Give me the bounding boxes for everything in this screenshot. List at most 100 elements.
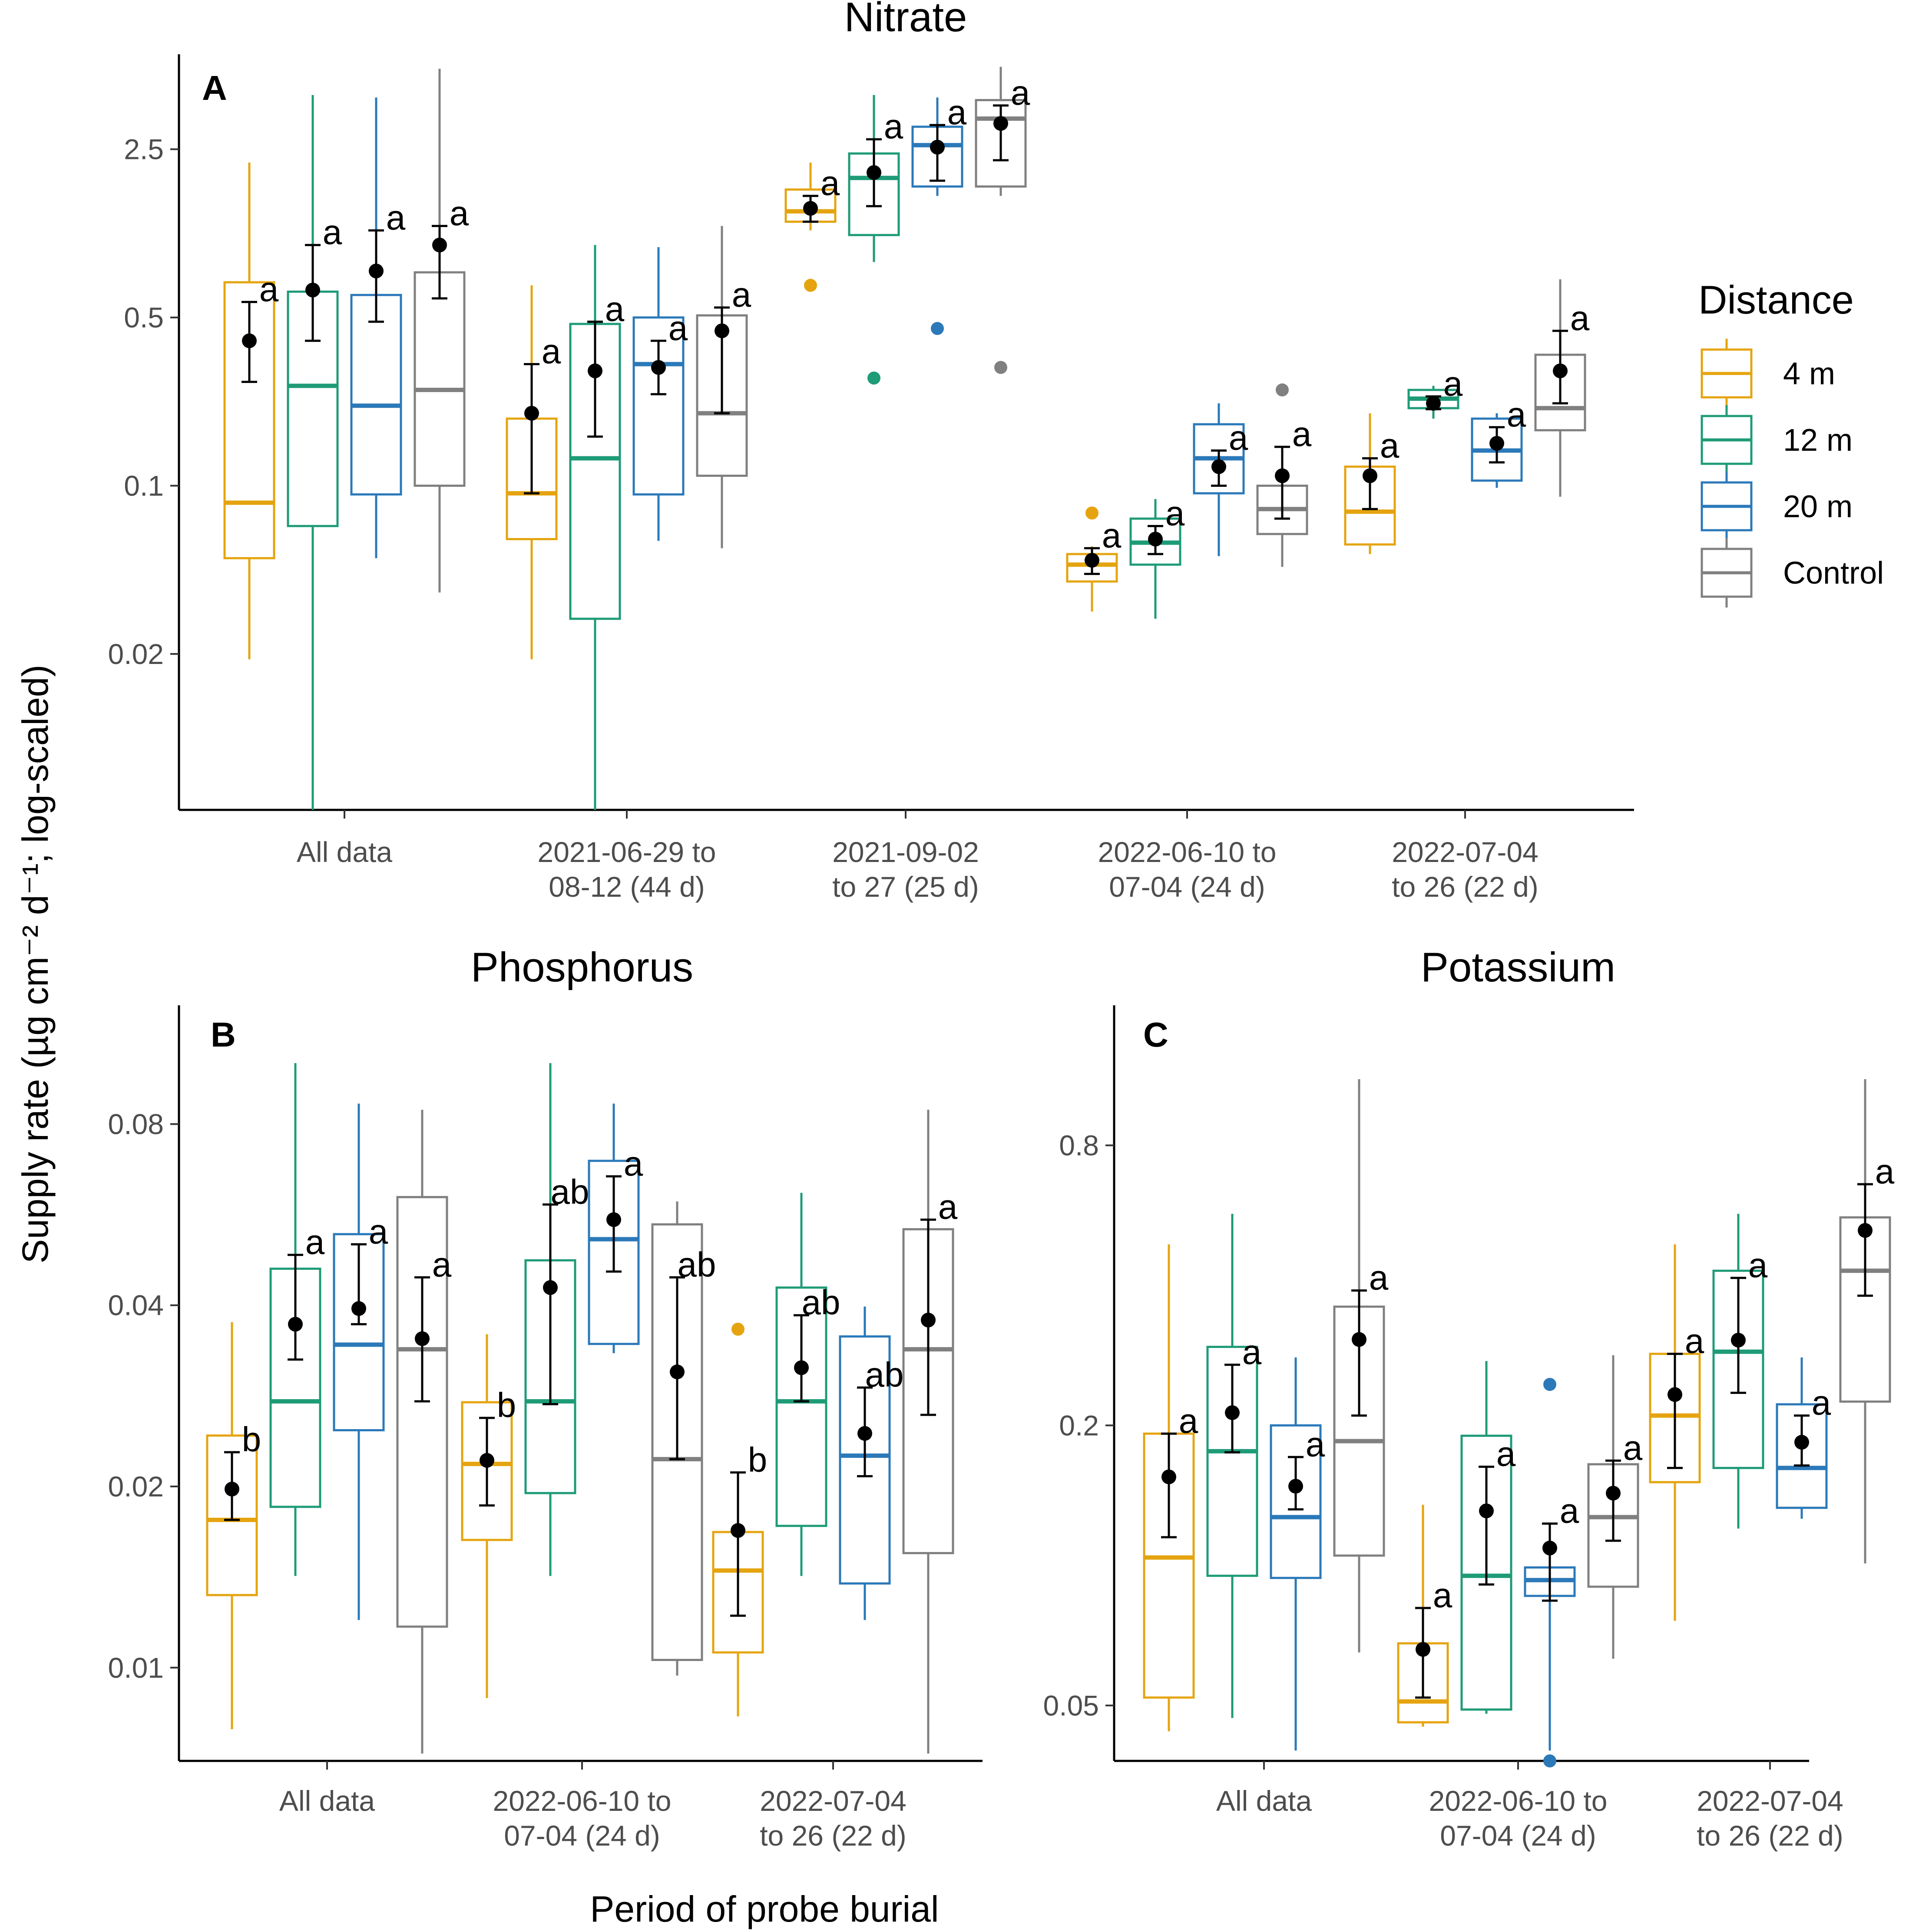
box-20m: a [1471,395,1526,488]
box-iqr [632,316,685,496]
x-tick-label: All data [279,1785,375,1817]
box-control: a [1534,279,1590,497]
box-iqr [975,99,1027,188]
y-axis-label: Supply rate (µg cm⁻² d⁻¹; log-scaled) [15,665,56,1264]
y-tick-label: 0.1 [124,469,164,502]
mean-point [351,1301,366,1316]
box-4m: a [784,162,840,292]
significance-letter: a [386,198,406,237]
significance-letter: b [497,1386,516,1424]
significance-letter: a [938,1188,958,1226]
x-tick-label: 2022-06-10 to [1429,1785,1608,1817]
panel-b: Phosphorus B 0.01 0.02 0.04 0.08 All data b a a a 2… [108,944,983,1852]
box-iqr [588,1159,640,1345]
mean-point [867,165,881,180]
legend-label: 4 m [1783,357,1835,391]
panel-a: Nitrate A 0.02 0.1 0.5 2.5 All data a a a a 2021-06… [108,0,1634,903]
mean-point [1479,1503,1494,1519]
outlier-point [994,361,1007,374]
box-4m: b [712,1322,767,1717]
x-tick-label: 2021-09-02 [832,836,979,868]
panel-c: Potassium C 0.05 0.2 0.8 All data a a a a 2022-06-… [1043,944,1895,1852]
significance-letter: a [1875,1152,1895,1191]
box-12m: ab [775,1192,840,1576]
significance-letter: ab [551,1172,589,1211]
box-20m: ab [839,1306,903,1620]
mean-point [1668,1387,1682,1402]
mean-point [606,1212,621,1227]
box-iqr [223,281,275,559]
box-iqr [396,1196,448,1628]
box-4m: b [461,1334,516,1698]
significance-letter: a [1812,1384,1831,1422]
box-iqr [414,271,466,487]
x-tick-label: 2022-07-04 [1392,836,1539,868]
significance-letter: a [259,270,279,308]
box-12m: a [1129,494,1185,619]
mean-point [803,201,818,216]
box-control: a [696,226,751,548]
significance-letter: a [1433,1576,1452,1615]
mean-point [651,360,666,375]
outlier-point [1543,1754,1556,1767]
box-4m: a [1397,1505,1452,1727]
mean-point [715,323,729,338]
y-tick-label: 0.08 [108,1108,164,1140]
box-control: a [902,1110,958,1754]
box-control: a [396,1110,452,1754]
y-tick-label: 0.5 [124,301,164,334]
significance-letter: a [369,1212,388,1251]
box-iqr [651,1223,703,1661]
box-12m: a [848,95,903,385]
panel-title: Phosphorus [471,944,693,991]
panel-title: Nitrate [844,0,967,40]
box-4m: b [206,1322,261,1730]
significance-letter: a [1165,494,1185,532]
box-iqr [1776,1403,1828,1509]
significance-letter: b [242,1420,261,1459]
significance-letter: a [605,290,625,328]
significance-letter: a [323,213,342,251]
significance-letter: ab [802,1283,840,1322]
mean-point [1211,459,1226,474]
box-20m: a [1193,403,1248,556]
box-iqr [333,1233,385,1432]
x-tick-label: 2021-06-29 to [538,836,716,868]
mean-point [543,1280,558,1295]
box-20m: a [1270,1357,1325,1751]
significance-letter: a [1748,1246,1768,1285]
box-iqr [206,1434,258,1596]
mean-point [1275,468,1290,483]
box-4m: a [1344,413,1400,554]
significance-letter: a [450,194,469,232]
significance-letter: a [1560,1492,1579,1530]
mean-point [1148,532,1163,547]
mean-point [1225,1405,1240,1420]
significance-letter: a [1242,1333,1262,1371]
significance-letter: a [947,93,967,132]
x-tick-label: 2022-07-04 [1697,1785,1843,1817]
box-iqr [775,1286,827,1527]
legend-entry-4m: 4 m [1701,339,1835,408]
box-control: a [1839,1079,1895,1564]
mean-point [305,282,320,297]
box-control: a [1587,1355,1643,1659]
y-tick-label: 0.04 [108,1289,164,1321]
box-20m: a [1524,1377,1579,1767]
box-20m: a [632,247,688,541]
mean-point [1416,1642,1430,1657]
significance-letter: a [624,1144,643,1183]
mean-point [588,363,602,379]
box-12m: a [287,95,342,810]
mean-point [1606,1486,1621,1501]
box-4m: a [223,162,279,660]
mean-point [288,1317,303,1332]
significance-letter: a [1380,426,1400,465]
panel-tag: A [202,69,227,107]
significance-letter: a [1292,415,1312,453]
box-20m: a [333,1103,388,1620]
mean-point [432,238,447,253]
mean-point [1489,436,1504,451]
legend-label: Control [1783,556,1884,591]
